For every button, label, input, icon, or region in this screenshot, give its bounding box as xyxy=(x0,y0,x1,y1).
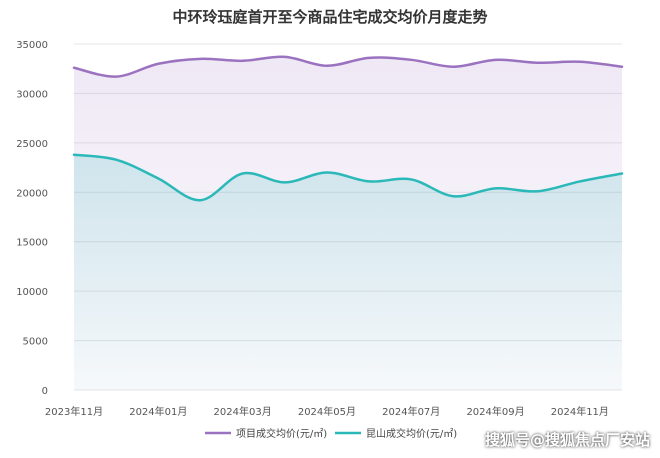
legend-label: 昆山成交均价(元/㎡) xyxy=(366,427,457,440)
x-tick-label: 2024年03月 xyxy=(214,405,272,418)
x-tick-label: 2024年05月 xyxy=(298,405,356,418)
y-tick-label: 20000 xyxy=(16,188,48,199)
y-tick-label: 30000 xyxy=(16,89,48,100)
y-tick-label: 15000 xyxy=(16,238,48,249)
x-tick-label: 2023年11月 xyxy=(45,405,103,418)
y-tick-label: 0 xyxy=(42,386,48,397)
legend-label: 项目成交均价(元/㎡) xyxy=(236,427,327,440)
series-line xyxy=(72,55,624,78)
y-tick-label: 35000 xyxy=(16,40,48,51)
y-tick-label: 25000 xyxy=(16,139,48,150)
x-tick-label: 2024年09月 xyxy=(466,405,524,418)
x-tick-label: 2024年07月 xyxy=(382,405,440,418)
y-tick-label: 10000 xyxy=(16,287,48,298)
y-tick-label: 5000 xyxy=(23,337,48,348)
chart-title: 中环玲珏庭首开至今商品住宅成交均价月度走势 xyxy=(172,8,488,26)
series-area xyxy=(74,154,622,390)
series-line xyxy=(72,153,624,202)
x-tick-label: 2024年11月 xyxy=(551,405,609,418)
x-tick-label: 2024年01月 xyxy=(129,405,187,418)
watermark: 搜狐号@搜狐焦点厂安站 xyxy=(484,431,650,449)
